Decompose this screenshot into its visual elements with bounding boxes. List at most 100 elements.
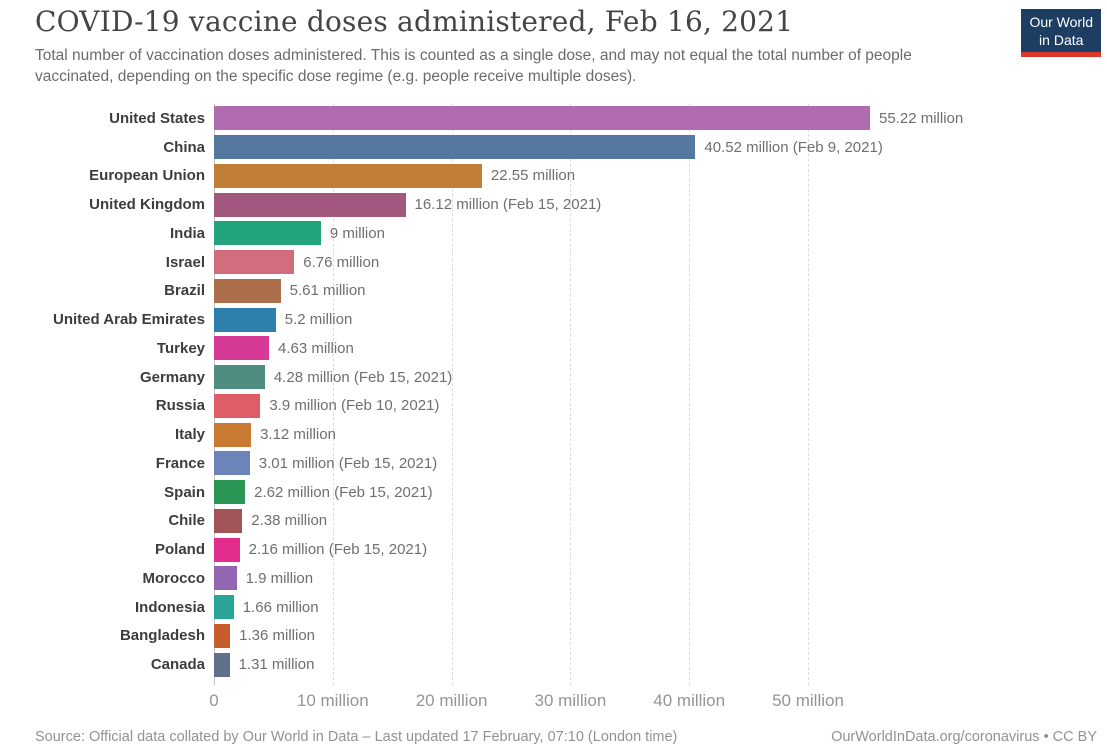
value-label-united-arab-emirates: 5.2 million — [284, 311, 353, 329]
value-label-brazil: 5.61 million — [289, 282, 366, 300]
chart-row-india: India 9 million — [0, 219, 1107, 248]
owid-logo[interactable]: Our World in Data — [1021, 9, 1101, 57]
chart-row-united-states: United States 55.22 million — [0, 104, 1107, 133]
chart-row-france: France 3.01 million (Feb 15, 2021) — [0, 449, 1107, 478]
bar-france — [214, 451, 250, 476]
bar-italy — [214, 422, 252, 447]
gridline — [451, 104, 453, 685]
country-label-morocco: Morocco — [142, 569, 205, 587]
country-label-bangladesh: Bangladesh — [119, 627, 205, 645]
chart-row-germany: Germany 4.28 million (Feb 15, 2021) — [0, 363, 1107, 392]
country-label-israel: Israel — [165, 253, 205, 271]
bar-spain — [214, 480, 246, 505]
country-label-turkey: Turkey — [156, 339, 205, 357]
gridline — [808, 104, 809, 685]
bar-canada — [214, 652, 230, 677]
chart-row-china: China 40.52 million (Feb 9, 2021) — [0, 133, 1107, 162]
chart-row-brazil: Brazil 5.61 million — [0, 277, 1107, 306]
bar-area: 1.36 million — [214, 623, 1107, 648]
chart-row-turkey: Turkey 4.63 million — [0, 334, 1107, 363]
bar-area: 4.28 million (Feb 15, 2021) — [214, 365, 1107, 390]
bar-bangladesh — [214, 623, 231, 648]
owid-logo-line2: in Data — [1039, 32, 1084, 48]
value-label-russia: 3.9 million (Feb 10, 2021) — [269, 397, 440, 415]
value-label-indonesia: 1.66 million — [242, 598, 319, 616]
bar-united-states — [214, 106, 870, 131]
chart-row-russia: Russia 3.9 million (Feb 10, 2021) — [0, 392, 1107, 421]
value-label-spain: 2.62 million (Feb 15, 2021) — [254, 483, 433, 501]
chart-row-morocco: Morocco 1.9 million — [0, 564, 1107, 593]
value-label-morocco: 1.9 million — [245, 569, 314, 587]
value-label-chile: 2.38 million — [251, 512, 328, 530]
bar-area: 22.55 million — [214, 163, 1107, 188]
bar-area: 3.9 million (Feb 10, 2021) — [214, 393, 1107, 418]
chart-area: United States 55.22 million China 40.52 mil… — [0, 104, 1107, 685]
chart-footer: Source: Official data collated by Our Wo… — [35, 729, 1097, 745]
value-label-united-kingdom: 16.12 million (Feb 15, 2021) — [414, 196, 602, 214]
bar-area: 2.62 million (Feb 15, 2021) — [214, 480, 1107, 505]
value-label-european-union: 22.55 million — [490, 167, 576, 185]
value-label-turkey: 4.63 million — [278, 339, 354, 357]
source-note: Source: Official data collated by Our Wo… — [35, 729, 678, 745]
bar-area: 55.22 million — [214, 106, 1107, 131]
bar-russia — [214, 393, 261, 418]
chart-row-chile: Chile 2.38 million — [0, 507, 1107, 536]
bar-area: 4.63 million — [214, 336, 1107, 361]
bar-brazil — [214, 278, 281, 303]
bar-israel — [214, 250, 295, 275]
bar-european-union — [214, 163, 482, 188]
chart-row-united-kingdom: United Kingdom 16.12 million (Feb 15, 202… — [0, 190, 1107, 219]
bar-area: 9 million — [214, 221, 1107, 246]
x-axis: 0 10 million 20 million 30 million 40 millio… — [0, 691, 1107, 713]
country-label-spain: Spain — [164, 483, 205, 501]
bar-turkey — [214, 336, 269, 361]
value-label-china: 40.52 million (Feb 9, 2021) — [704, 138, 883, 156]
gridline — [570, 104, 572, 685]
bar-chile — [214, 508, 243, 533]
bar-morocco — [214, 566, 237, 591]
country-label-indonesia: Indonesia — [134, 598, 205, 616]
bar-united-kingdom — [214, 192, 406, 217]
chart-title: COVID-19 vaccine doses administered, Feb… — [35, 5, 794, 38]
country-label-chile: Chile — [168, 512, 205, 530]
value-label-poland: 2.16 million (Feb 15, 2021) — [248, 541, 428, 559]
bar-area: 16.12 million (Feb 15, 2021) — [214, 192, 1107, 217]
bar-area: 3.01 million (Feb 15, 2021) — [214, 451, 1107, 476]
value-label-france: 3.01 million (Feb 15, 2021) — [258, 454, 438, 472]
bar-area: 5.61 million — [214, 278, 1107, 303]
bar-area: 1.31 million — [214, 652, 1107, 677]
gridline — [689, 104, 691, 685]
chart-header: COVID-19 vaccine doses administered, Feb… — [35, 5, 980, 87]
owid-link[interactable]: OurWorldInData.org/coronavirus • CC BY — [831, 729, 1097, 745]
chart-row-italy: Italy 3.12 million — [0, 420, 1107, 449]
value-label-canada: 1.31 million — [238, 656, 315, 674]
chart-row-israel: Israel 6.76 million — [0, 248, 1107, 277]
chart-rows: United States 55.22 million China 40.52 mil… — [0, 104, 1107, 679]
country-label-united-states: United States — [109, 109, 205, 127]
value-label-united-states: 55.22 million — [879, 109, 964, 127]
x-axis-tick-label: 40 million — [653, 691, 726, 710]
owid-logo-line1: Our World — [1029, 14, 1093, 30]
bar-area: 6.76 million — [214, 250, 1107, 275]
chart-subtitle: Total number of vaccination doses admini… — [35, 47, 912, 85]
x-axis-tick-label: 30 million — [534, 691, 607, 710]
country-label-united-kingdom: United Kingdom — [89, 196, 205, 214]
x-axis-tick-label: 50 million — [772, 691, 844, 710]
country-label-united-arab-emirates: United Arab Emirates — [53, 311, 205, 329]
bar-area: 1.66 million — [214, 595, 1107, 620]
chart-row-poland: Poland 2.16 million (Feb 15, 2021) — [0, 535, 1107, 564]
gridline — [332, 104, 334, 685]
bar-india — [214, 221, 321, 246]
country-label-poland: Poland — [154, 541, 205, 559]
country-label-china: China — [163, 138, 205, 156]
bar-area: 1.9 million — [214, 566, 1107, 591]
bar-area: 40.52 million (Feb 9, 2021) — [214, 135, 1107, 160]
bar-area: 3.12 million — [214, 422, 1107, 447]
chart-row-european-union: European Union 22.55 million — [0, 162, 1107, 191]
bar-area: 2.38 million — [214, 508, 1107, 533]
x-axis-tick-label: 0 — [209, 691, 219, 710]
value-label-bangladesh: 1.36 million — [239, 627, 316, 645]
chart-row-spain: Spain 2.62 million (Feb 15, 2021) — [0, 478, 1107, 507]
bar-indonesia — [214, 595, 234, 620]
bar-area: 5.2 million — [214, 307, 1107, 332]
